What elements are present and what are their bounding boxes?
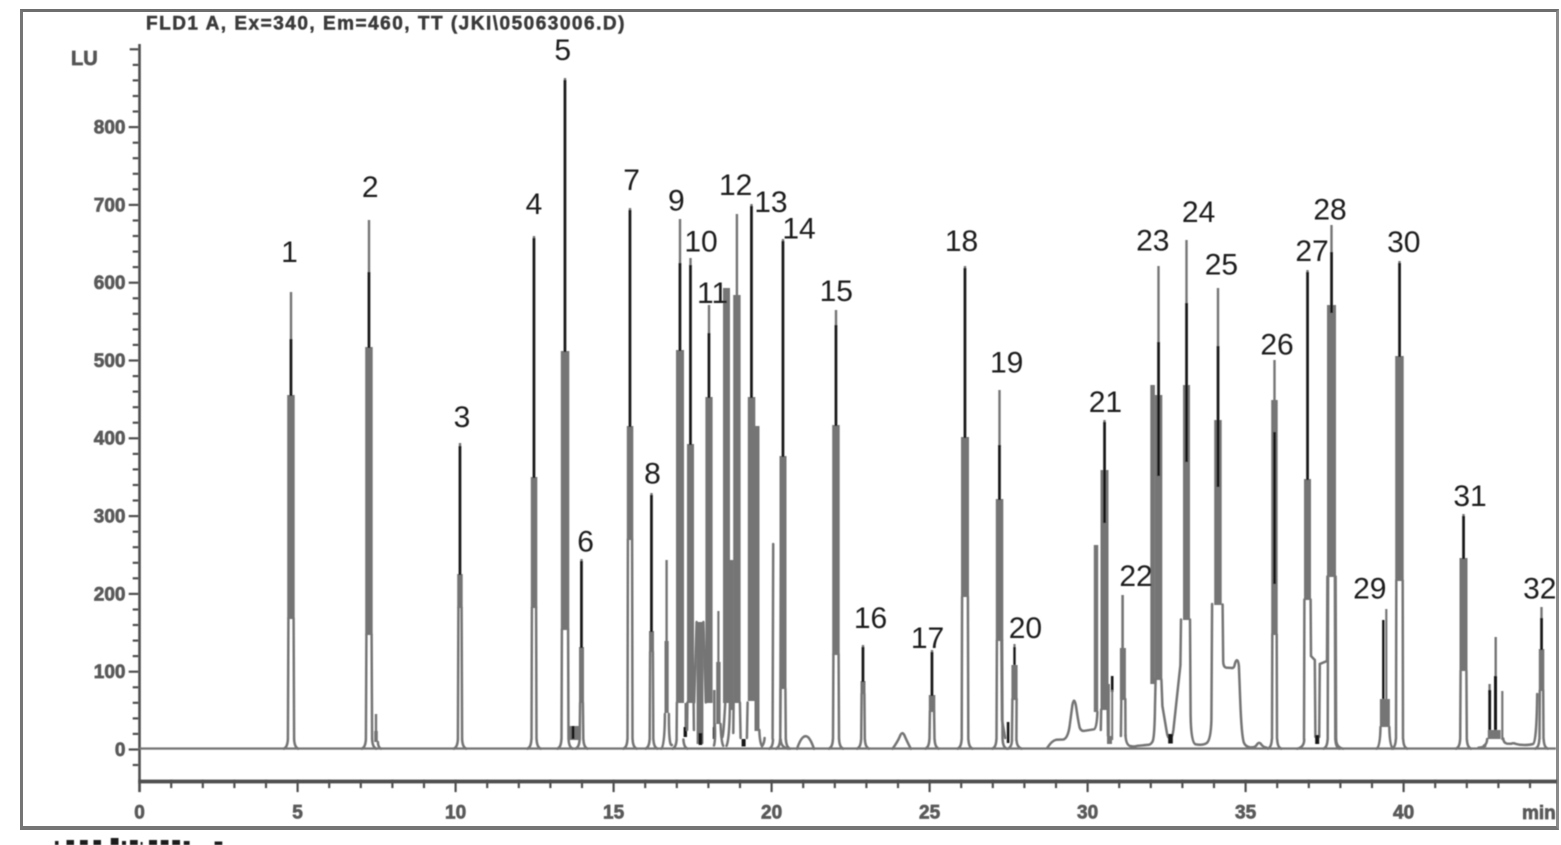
svg-text:7: 7: [623, 164, 640, 197]
svg-text:0: 0: [134, 803, 145, 824]
svg-text:24: 24: [1182, 196, 1215, 229]
svg-text:600: 600: [94, 273, 126, 294]
svg-text:13: 13: [754, 186, 787, 219]
svg-text:5: 5: [292, 803, 303, 824]
svg-text:5: 5: [554, 34, 571, 67]
svg-text:26: 26: [1260, 329, 1293, 362]
svg-text:16: 16: [854, 602, 887, 635]
svg-text:2: 2: [362, 171, 379, 204]
svg-text:11: 11: [697, 277, 728, 310]
svg-text:32: 32: [1523, 573, 1556, 606]
svg-text:25: 25: [919, 803, 941, 824]
svg-text:25: 25: [1205, 249, 1238, 282]
svg-text:700: 700: [94, 195, 126, 216]
svg-text:17: 17: [911, 622, 944, 655]
svg-text:29: 29: [1353, 573, 1386, 606]
svg-text:15: 15: [820, 275, 853, 308]
svg-text:30: 30: [1387, 226, 1420, 259]
svg-text:10: 10: [684, 226, 717, 259]
svg-text:40: 40: [1393, 803, 1414, 824]
svg-text:14: 14: [782, 213, 815, 246]
svg-text:20: 20: [1009, 612, 1042, 645]
svg-text:19: 19: [990, 347, 1023, 380]
svg-text:300: 300: [94, 507, 126, 528]
svg-text:12: 12: [719, 169, 752, 202]
svg-text:15: 15: [603, 803, 625, 824]
svg-text:0: 0: [115, 740, 126, 761]
svg-text:200: 200: [94, 584, 126, 605]
svg-text:4: 4: [526, 188, 543, 221]
svg-text:31: 31: [1453, 480, 1486, 513]
svg-text:35: 35: [1235, 803, 1257, 824]
svg-text:1: 1: [281, 236, 298, 269]
svg-text:27: 27: [1295, 235, 1328, 268]
svg-text:21: 21: [1089, 386, 1122, 419]
svg-text:400: 400: [94, 429, 126, 450]
svg-text:23: 23: [1136, 225, 1169, 258]
svg-text:800: 800: [94, 118, 126, 139]
svg-text:6: 6: [577, 526, 594, 559]
svg-text:500: 500: [94, 351, 126, 372]
svg-text:18: 18: [945, 225, 978, 258]
svg-text:20: 20: [761, 803, 782, 824]
svg-text:LU: LU: [71, 48, 98, 70]
svg-text:FLD1 A, Ex=340, Em=460, TT (JK: FLD1 A, Ex=340, Em=460, TT (JKI\05063006…: [146, 14, 626, 35]
svg-text:3: 3: [454, 401, 471, 434]
svg-text:28: 28: [1313, 194, 1346, 227]
svg-text:10: 10: [445, 803, 466, 824]
svg-text:9: 9: [668, 185, 685, 218]
svg-text:30: 30: [1077, 803, 1098, 824]
svg-text:22: 22: [1119, 560, 1152, 593]
svg-text:8: 8: [644, 458, 661, 491]
svg-text:100: 100: [94, 662, 126, 683]
svg-text:min: min: [1522, 803, 1556, 824]
